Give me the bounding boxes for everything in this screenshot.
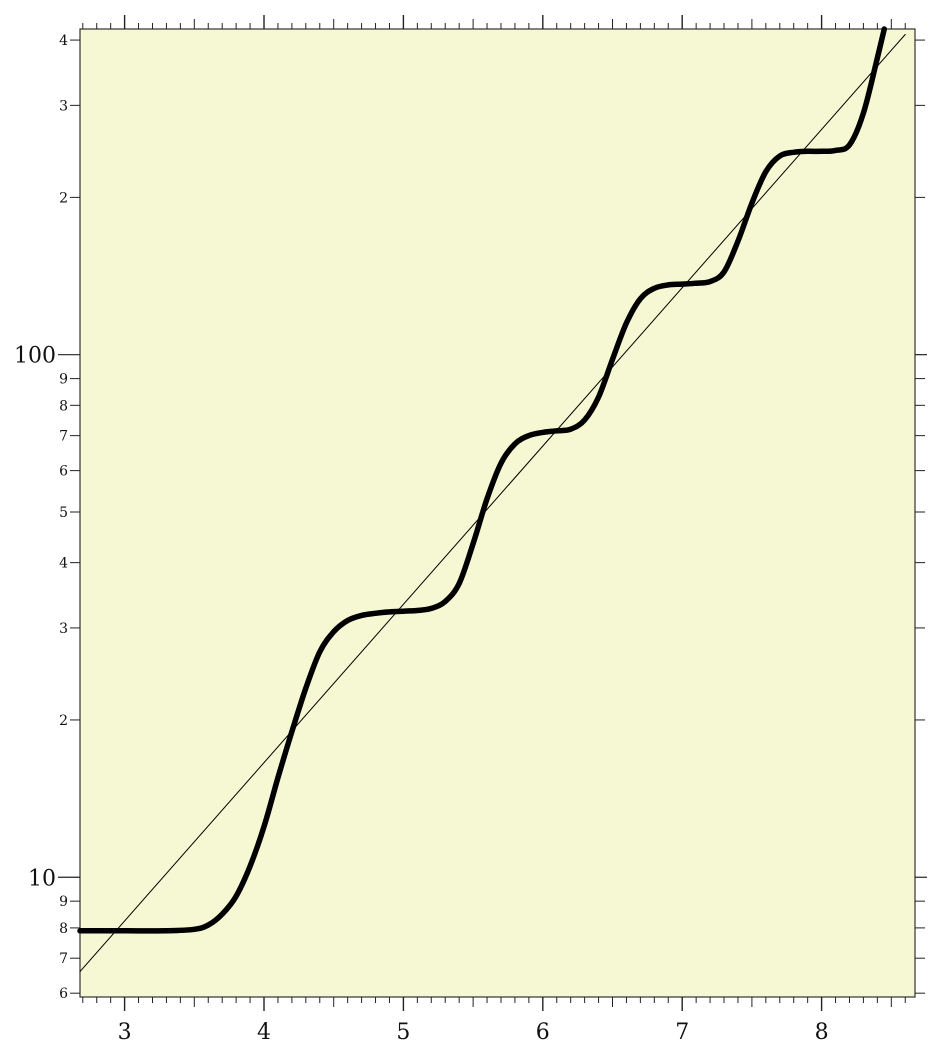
y-minor-label: 9 [59, 372, 68, 388]
y-minor-label: 3 [59, 621, 68, 637]
x-tick-label: 3 [118, 1020, 132, 1045]
x-tick-label: 5 [396, 1020, 410, 1045]
y-minor-label: 9 [59, 894, 68, 910]
x-tick-label: 4 [257, 1020, 271, 1045]
series-group [77, 26, 906, 973]
y-minor-label: 8 [59, 398, 68, 414]
y-minor-label: 5 [59, 505, 68, 521]
y-minor-label: 8 [59, 921, 68, 937]
trend-line [79, 34, 906, 973]
x-tick-label: 6 [536, 1020, 550, 1045]
y-minor-label: 6 [59, 464, 68, 480]
y-minor-label: 7 [59, 429, 68, 445]
axis-ticks [58, 15, 927, 1011]
y-major-label: 10 [28, 866, 56, 891]
y-minor-label: 2 [59, 190, 68, 206]
plot-area [79, 28, 916, 998]
y-major-label: 100 [14, 344, 56, 369]
y-minor-label: 6 [59, 986, 68, 1002]
y-minor-label: 2 [59, 713, 68, 729]
y-minor-label: 4 [59, 33, 68, 49]
x-tick-label: 7 [675, 1020, 689, 1045]
staircase-curve-line [77, 26, 888, 934]
tick-labels: 3 4 5 6 7 8 10 100 6 7 8 9 2 3 4 5 6 7 8 9 2 3 4 [14, 33, 829, 1045]
y-minor-label: 4 [59, 556, 68, 572]
x-tick-label: 8 [815, 1020, 829, 1045]
y-minor-label: 7 [59, 951, 68, 967]
y-minor-label: 3 [59, 98, 68, 114]
